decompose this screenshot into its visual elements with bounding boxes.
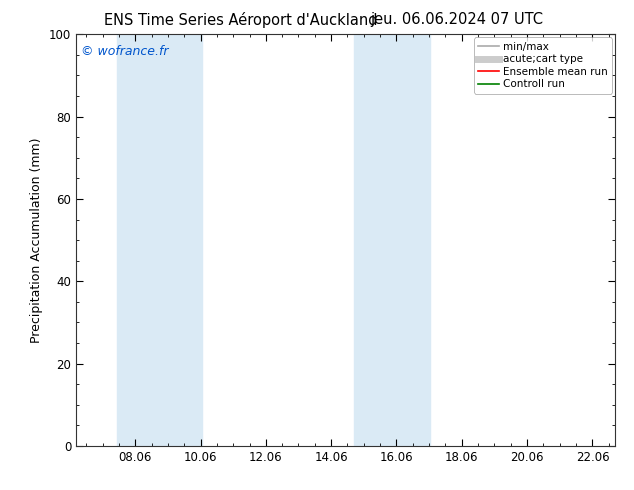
Text: © wofrance.fr: © wofrance.fr [81, 45, 169, 58]
Bar [117, 34, 202, 446]
Bar [354, 34, 430, 446]
Legend: min/max, acute;cart type, Ensemble mean run, Controll run: min/max, acute;cart type, Ensemble mean … [474, 37, 612, 94]
Text: ENS Time Series Aéroport d'Auckland: ENS Time Series Aéroport d'Auckland [104, 12, 378, 28]
Y-axis label: Precipitation Accumulation (mm): Precipitation Accumulation (mm) [30, 137, 43, 343]
Text: jeu. 06.06.2024 07 UTC: jeu. 06.06.2024 07 UTC [370, 12, 543, 27]
